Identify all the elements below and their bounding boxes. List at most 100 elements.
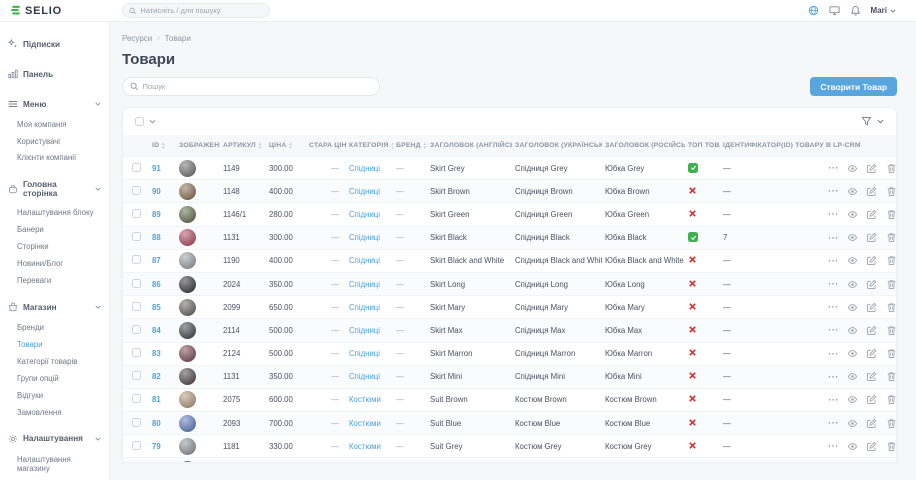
view-button[interactable] [846,440,859,453]
edit-button[interactable] [865,231,878,244]
sidebar-item-subscriptions[interactable]: Підписки [0,32,109,56]
sidebar-item-homepage[interactable]: Головна сторінка [0,173,109,205]
breadcrumb-resources[interactable]: Ресурси [122,34,153,43]
create-product-button[interactable]: Створити Товар [810,77,897,96]
more-actions-button[interactable]: ··· [828,325,839,336]
view-button[interactable] [846,417,859,430]
edit-button[interactable] [865,278,878,291]
view-button[interactable] [846,231,859,244]
select-all-checkbox[interactable] [135,117,144,126]
delete-button[interactable] [885,301,896,314]
product-id-link[interactable]: 86 [152,279,161,289]
bulk-actions-chevron-icon[interactable] [149,119,156,124]
filter-funnel-icon[interactable] [861,116,872,127]
sidebar-subitem[interactable]: Банери [17,225,44,235]
sidebar-item-menu[interactable]: Меню [0,92,109,116]
sort-icon[interactable]: ▲▼ [288,141,293,150]
delete-button[interactable] [885,440,896,453]
product-id-link[interactable]: 91 [152,163,161,173]
sidebar-subitem[interactable]: Замовлення [17,407,62,417]
sidebar-subitem[interactable]: Користувачі [17,136,61,146]
breadcrumb-products[interactable]: Товари [164,34,191,43]
product-id-link[interactable]: 85 [152,302,161,312]
edit-button[interactable] [865,417,878,430]
delete-button[interactable] [885,417,896,430]
row-checkbox[interactable] [132,162,141,172]
sidebar-subitem[interactable]: Налаштування магазину [17,454,71,474]
category-link[interactable]: Спідниці [349,302,380,312]
product-id-link[interactable]: 79 [152,441,161,451]
sidebar-subitem[interactable]: Категорії товарів [17,356,78,366]
view-button[interactable] [846,393,859,406]
view-button[interactable] [846,370,859,383]
delete-button[interactable] [885,370,896,383]
row-checkbox[interactable] [132,371,141,381]
monitor-icon[interactable] [829,5,841,17]
more-actions-button[interactable]: ··· [828,255,839,266]
column-header-article[interactable]: АРТИКУЛ ▲ ▼ [220,135,266,157]
edit-button[interactable] [865,440,878,453]
row-checkbox[interactable] [132,394,141,404]
row-checkbox[interactable] [132,348,141,358]
category-link[interactable]: Спідниці [349,209,380,219]
edit-button[interactable] [865,162,878,175]
view-button[interactable] [846,278,859,291]
edit-button[interactable] [865,254,878,267]
product-id-link[interactable]: 89 [152,209,161,219]
product-id-link[interactable]: 88 [152,233,161,243]
edit-button[interactable] [865,370,878,383]
delete-button[interactable] [885,185,896,198]
view-button[interactable] [846,254,859,267]
view-button[interactable] [846,347,859,360]
more-actions-button[interactable]: ··· [828,163,839,174]
sidebar-subitem[interactable]: Бренди [17,322,44,332]
view-button[interactable] [846,324,859,337]
sidebar-item-shop[interactable]: Магазин [0,295,109,319]
edit-button[interactable] [865,393,878,406]
sort-icon[interactable]: ▲▼ [161,141,166,150]
products-search-input[interactable] [142,82,372,91]
more-actions-button[interactable]: ··· [828,394,839,405]
sidebar-subitem[interactable]: Переваги [17,276,52,286]
user-menu[interactable]: Mari [871,6,896,15]
delete-button[interactable] [885,231,896,244]
category-link[interactable]: Костюми [349,418,381,428]
sidebar-item-dashboard[interactable]: Панель [0,62,109,86]
more-actions-button[interactable]: ··· [828,232,839,243]
edit-button[interactable] [865,185,878,198]
more-actions-button[interactable]: ··· [828,209,839,220]
global-search[interactable] [122,3,270,18]
bell-icon[interactable] [850,5,862,17]
delete-button[interactable] [885,278,896,291]
delete-button[interactable] [885,162,896,175]
row-checkbox[interactable] [132,255,141,265]
edit-button[interactable] [865,324,878,337]
sidebar-subitem[interactable]: Новини/Блог [17,259,64,269]
more-actions-button[interactable]: ··· [828,302,839,313]
row-checkbox[interactable] [132,278,141,288]
delete-button[interactable] [885,393,896,406]
category-link[interactable]: Спідниці [349,163,380,173]
view-button[interactable] [846,185,859,198]
sort-icon[interactable]: ▲▼ [422,141,427,150]
global-search-input[interactable] [140,6,263,15]
more-actions-button[interactable]: ··· [828,418,839,429]
category-link[interactable]: Спідниці [349,186,380,196]
category-link[interactable]: Спідниці [349,233,380,243]
products-search[interactable] [122,77,380,96]
product-id-link[interactable]: 80 [152,418,161,428]
delete-button[interactable] [885,324,896,337]
sidebar-item-settings[interactable]: Налаштування [0,427,109,451]
more-actions-button[interactable]: ··· [828,441,839,452]
edit-button[interactable] [865,301,878,314]
sort-icon[interactable]: ▲▼ [257,141,263,150]
row-checkbox[interactable] [132,324,141,334]
view-button[interactable] [846,162,859,175]
edit-button[interactable] [865,347,878,360]
sidebar-subitem[interactable]: Налаштування блоку [17,208,94,218]
more-actions-button[interactable]: ··· [828,186,839,197]
product-id-link[interactable]: 90 [152,186,161,196]
category-link[interactable]: Спідниці [349,372,380,382]
row-checkbox[interactable] [132,208,141,218]
view-button[interactable] [846,301,859,314]
